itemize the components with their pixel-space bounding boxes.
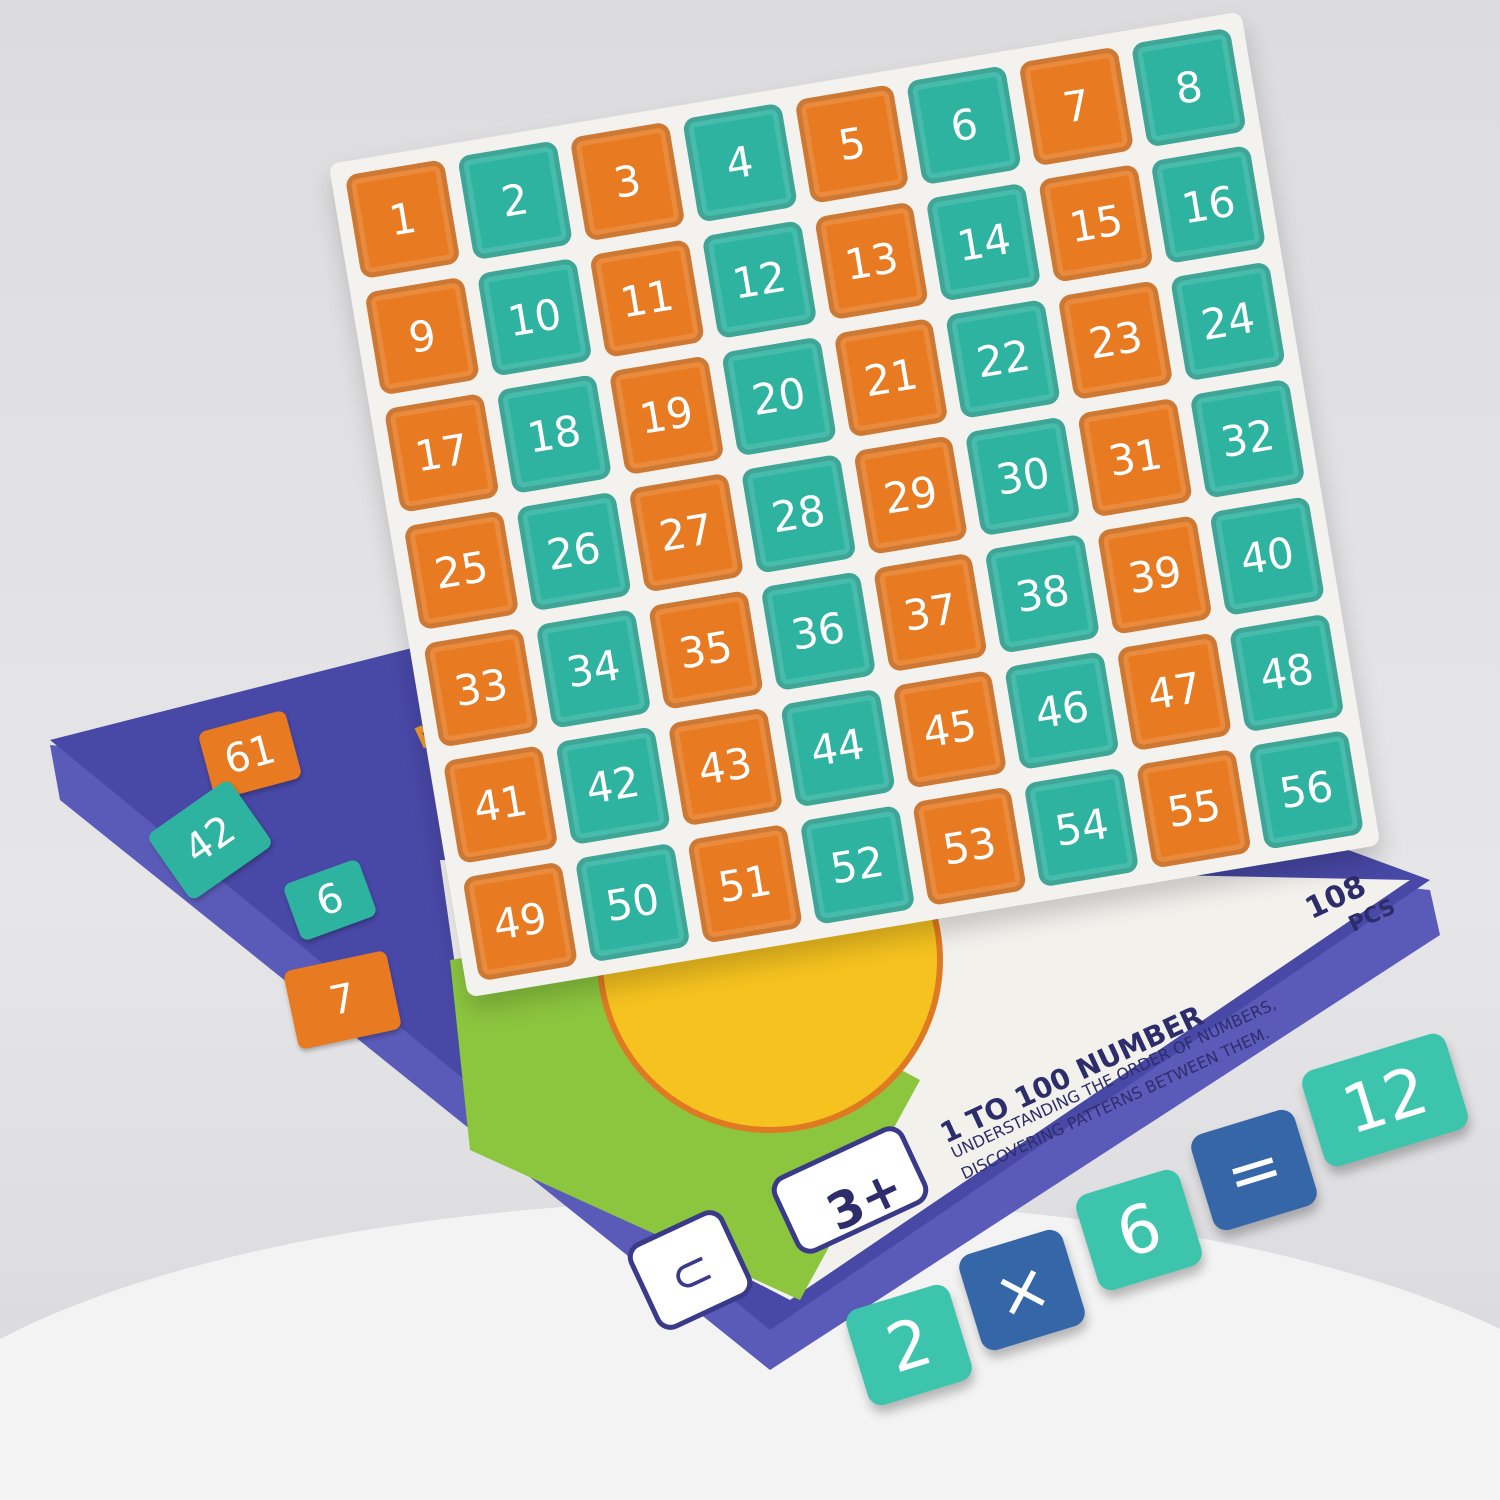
number-tile[interactable]: 7: [1018, 46, 1135, 167]
number-tile[interactable]: 21: [833, 318, 949, 438]
number-tile[interactable]: 43: [667, 706, 784, 827]
number-tile[interactable]: 9: [364, 276, 481, 396]
number-tile[interactable]: 22: [945, 299, 1062, 420]
number-tile[interactable]: 11: [588, 238, 705, 359]
number-tile[interactable]: 32: [1189, 378, 1306, 499]
number-tile[interactable]: 50: [574, 842, 691, 963]
number-tile[interactable]: 17: [383, 393, 500, 514]
number-tile[interactable]: 41: [442, 744, 559, 865]
magnet-icon: [627, 1210, 753, 1330]
number-tile[interactable]: 56: [1248, 730, 1365, 850]
number-tile[interactable]: 13: [813, 201, 930, 321]
number-tile[interactable]: 55: [1136, 748, 1252, 869]
number-tile[interactable]: 33: [423, 627, 539, 748]
number-tile[interactable]: 42: [555, 725, 671, 846]
number-tile[interactable]: 20: [720, 336, 837, 457]
number-tile[interactable]: 51: [686, 824, 803, 944]
number-tile[interactable]: 45: [891, 669, 1008, 790]
number-tile[interactable]: 53: [911, 786, 1028, 907]
number-tile[interactable]: 49: [462, 861, 579, 982]
number-tile[interactable]: 35: [647, 589, 764, 710]
number-tile[interactable]: 38: [984, 533, 1101, 654]
number-tile[interactable]: 39: [1096, 514, 1213, 635]
number-tile[interactable]: 24: [1170, 261, 1286, 382]
number-tile[interactable]: 26: [515, 491, 632, 612]
number-tile[interactable]: 12: [701, 219, 818, 340]
number-tile[interactable]: 3: [569, 121, 686, 242]
number-tile[interactable]: 46: [1004, 650, 1121, 771]
number-tile[interactable]: 40: [1209, 495, 1326, 616]
number-tile[interactable]: 18: [496, 374, 613, 495]
number-tile[interactable]: 28: [740, 454, 857, 574]
number-tile[interactable]: 25: [403, 510, 520, 631]
number-tile[interactable]: 14: [925, 182, 1042, 303]
number-tile[interactable]: 6: [906, 65, 1023, 185]
number-tile[interactable]: 54: [1023, 767, 1140, 888]
number-tile[interactable]: 5: [793, 83, 910, 204]
number-board: 1 2 3 4 5 6 7 8 9 10 11 12 13 14 15 16 17 18 19 20 21 22 23 24 2…: [328, 11, 1381, 998]
number-tile[interactable]: 52: [799, 805, 916, 926]
number-tile[interactable]: 2: [457, 140, 573, 261]
number-tile[interactable]: 4: [681, 102, 798, 223]
number-tile[interactable]: 10: [476, 257, 593, 378]
age-badge-frame: [771, 1126, 929, 1254]
number-tile[interactable]: 29: [852, 435, 969, 555]
number-tile[interactable]: 15: [1038, 163, 1154, 284]
number-tile[interactable]: 47: [1116, 631, 1233, 752]
number-tile[interactable]: 23: [1057, 280, 1174, 401]
number-tile[interactable]: 31: [1077, 397, 1194, 518]
number-tile[interactable]: 34: [535, 608, 652, 729]
number-tile[interactable]: 16: [1150, 144, 1267, 265]
number-tile[interactable]: 27: [628, 472, 744, 593]
number-tile[interactable]: 8: [1130, 27, 1247, 148]
number-tile[interactable]: 36: [760, 571, 876, 691]
number-tile[interactable]: 30: [965, 416, 1081, 537]
number-tile[interactable]: 19: [608, 355, 725, 476]
number-tile[interactable]: 1: [344, 159, 461, 279]
number-tile[interactable]: 48: [1228, 613, 1345, 733]
number-tile[interactable]: 44: [779, 688, 896, 808]
number-tile[interactable]: 37: [872, 552, 989, 673]
